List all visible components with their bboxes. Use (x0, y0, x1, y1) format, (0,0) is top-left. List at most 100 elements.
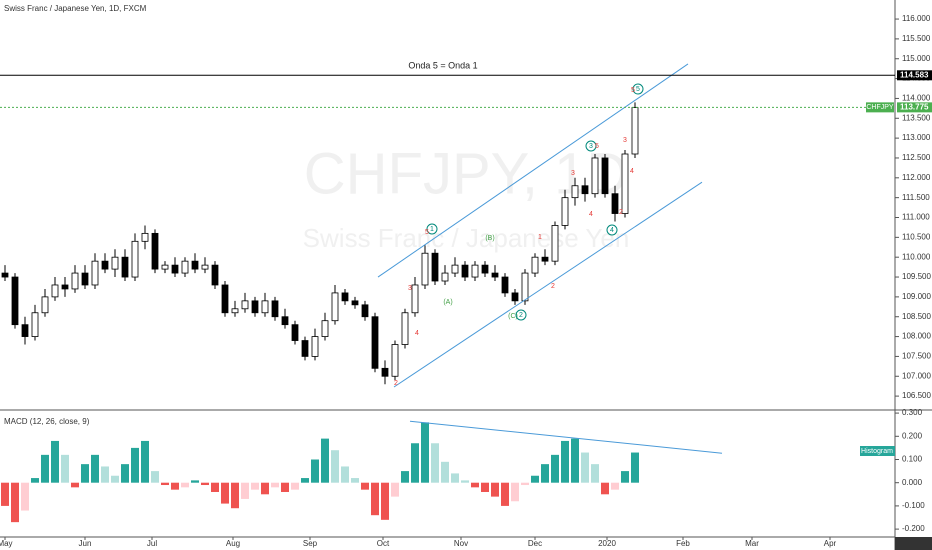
wave-label: (C) (508, 313, 518, 320)
histogram-bar (381, 482, 389, 520)
annotation: Onda 5 = Onda 1 (408, 61, 477, 71)
macd-title: MACD (12, 26, close, 9) (4, 417, 90, 426)
histogram-bar (221, 482, 229, 504)
watermark: CHFJPY, 1D (304, 141, 628, 206)
histogram-bar (391, 482, 399, 497)
candle-body (351, 300, 359, 306)
candle-body (421, 252, 429, 286)
candle-body (461, 264, 469, 278)
x-tick-label: Jun (79, 539, 92, 548)
x-tick-label: Oct (377, 539, 390, 548)
histogram-bar (471, 482, 479, 488)
histogram-bar (151, 471, 159, 483)
histogram-bar (551, 454, 559, 483)
histogram-bar (1, 482, 9, 506)
histogram-bar (361, 482, 369, 490)
y-tick-label: 108.000 (902, 332, 931, 341)
candle-body (571, 185, 579, 199)
y-tick-label: 109.500 (902, 272, 931, 281)
candle-body (321, 320, 329, 337)
candle-body (361, 304, 369, 318)
wave-label: 3 (571, 170, 575, 177)
x-tick-label: Feb (676, 539, 690, 548)
price-label: 114.583 (900, 70, 929, 79)
y-tick-label: 112.500 (902, 153, 931, 162)
histogram-bar (511, 482, 519, 502)
x-tick-label: Nov (454, 539, 468, 548)
channel-line (393, 181, 703, 388)
candle-body (591, 157, 599, 195)
candle-body (31, 312, 39, 337)
candle-body (581, 185, 589, 195)
histogram-bar (611, 482, 619, 490)
candle-body (1, 272, 9, 278)
candle-body (311, 336, 319, 357)
y-tick-label: 0.000 (902, 478, 923, 487)
histogram-bar (601, 482, 609, 495)
wave-label: (A) (443, 299, 452, 306)
y-tick-label: 109.000 (902, 292, 931, 301)
wave-circle (606, 224, 618, 236)
histogram-bar (201, 482, 209, 486)
wave-label: 3 (589, 143, 593, 150)
histogram-bar (541, 464, 549, 483)
candle-body (201, 264, 209, 270)
x-tick-label: Dec (528, 539, 542, 548)
histogram-bar (21, 482, 29, 511)
histogram-bar (591, 464, 599, 483)
candle-body (561, 197, 569, 226)
candle-body (241, 300, 249, 310)
histogram-bar (321, 438, 329, 483)
candle-body (301, 340, 309, 357)
legend-label: Histogram (861, 448, 893, 455)
candle-body (391, 344, 399, 377)
histogram-bar (621, 471, 629, 483)
histogram-bar (261, 482, 269, 495)
histogram-bar (331, 450, 339, 483)
histogram-bar (231, 482, 239, 509)
wave-label: (B) (485, 235, 494, 242)
histogram-bar (481, 482, 489, 492)
histogram-bar (531, 475, 539, 483)
candle-body (21, 324, 29, 337)
histogram-bar (211, 482, 219, 492)
histogram-bar (141, 440, 149, 483)
channel-line (377, 63, 689, 278)
y-tick-label: 0.200 (902, 431, 923, 440)
histogram-bar (61, 454, 69, 483)
candle-body (431, 252, 439, 282)
wave-label: 4 (589, 211, 593, 218)
y-tick-label: 110.000 (902, 252, 931, 261)
candle-body (161, 264, 169, 270)
macd-trendline (409, 420, 723, 454)
y-tick-label: 0.100 (902, 455, 923, 464)
candle-body (101, 260, 109, 270)
histogram-bar (121, 464, 129, 483)
wave-label: 2 (519, 312, 523, 319)
histogram-bar (631, 452, 639, 483)
histogram-bar (71, 482, 79, 488)
histogram-bar (311, 459, 319, 483)
x-tick-label: 2020 (598, 539, 616, 548)
candle-body (131, 240, 139, 278)
candle-body (121, 256, 129, 278)
candle-body (341, 292, 349, 302)
histogram-bar (101, 466, 109, 483)
candle-body (191, 260, 199, 270)
histogram-bar (41, 454, 49, 483)
price-label-bg (897, 102, 932, 113)
candle-body (521, 272, 529, 302)
wave-label: 4 (415, 330, 419, 337)
candle-body (41, 296, 49, 314)
legend-bg (860, 446, 895, 456)
watermark-subtitle: Swiss Franc / Japanese Yen (303, 223, 630, 253)
candle-body (171, 264, 179, 274)
candle-body (81, 272, 89, 286)
y-tick-label: -0.100 (902, 501, 925, 510)
candle-body (401, 312, 409, 345)
histogram-bar (161, 482, 169, 486)
wave-label: 2 (619, 209, 623, 216)
y-tick-label: 107.500 (902, 352, 931, 361)
candle-body (11, 276, 19, 326)
